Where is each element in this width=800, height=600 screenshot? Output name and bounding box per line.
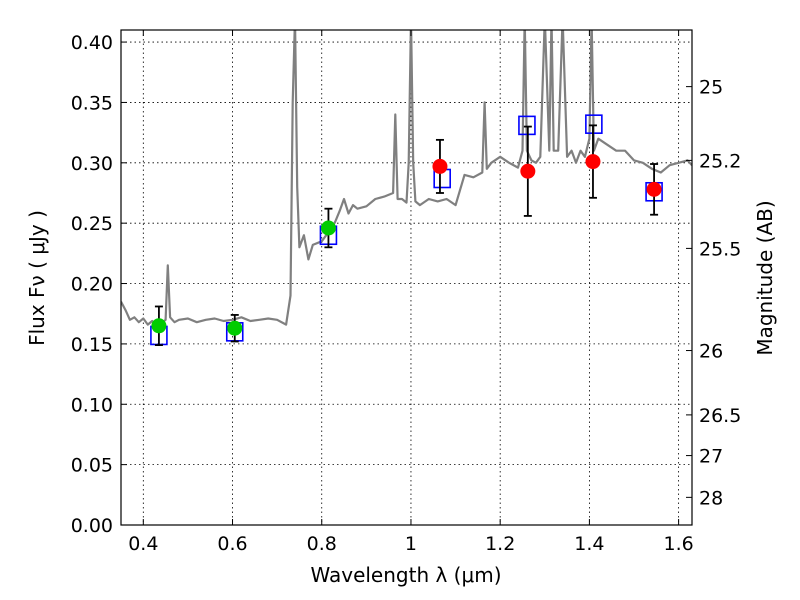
y2-axis-label: Magnitude (AB) [753,200,777,355]
y2-tick-label: 25.2 [699,150,741,172]
y2-tick-label: 25.5 [699,238,741,260]
observed-point-optical [320,220,336,236]
y-tick-label: 0.15 [71,334,113,356]
x-tick-label: 1 [405,533,417,555]
y2-tick-label: 26.5 [699,405,741,427]
y2-tick-label: 27 [699,446,723,468]
y-axis-label: Flux Fν ( μJy ) [25,210,49,346]
y-tick-label: 0.30 [71,153,113,175]
y-tick-label: 0.40 [71,32,113,54]
y-tick-label: 0.10 [71,394,113,416]
x-tick-label: 0.8 [307,533,337,555]
y-tick-label: 0.05 [71,455,113,477]
x-tick-label: 0.4 [128,533,158,555]
x-axis-label: Wavelength λ (μm) [310,563,501,587]
x-tick-label: 1.4 [574,533,604,555]
x-tick-label: 0.6 [217,533,247,555]
x-tick-label: 1.6 [664,533,694,555]
axis-ticks: 0.4 0.6 0.8 1 1.2 1.4 1.6 0.00 0.05 0.10 0.15 0.20 0… [71,30,741,555]
y2-tick-label: 25 [699,77,723,99]
observed-point-nir [520,163,536,179]
grid [121,30,692,525]
plot-area [121,30,692,347]
y2-tick-label: 28 [699,487,723,509]
observed-point-optical [227,320,243,336]
x-tick-label: 1.2 [485,533,515,555]
model-spectrum-line [121,30,692,329]
y2-tick-label: 26 [699,341,723,363]
axes-frame [120,29,693,526]
observed-point-nir [646,181,662,197]
observed-point-nir [585,154,601,170]
y-tick-label: 0.00 [71,515,113,537]
y-tick-label: 0.20 [71,274,113,296]
observed-point-optical [151,318,167,334]
observed-point-nir [432,158,448,174]
y-tick-label: 0.35 [71,92,113,114]
y-tick-label: 0.25 [71,213,113,235]
